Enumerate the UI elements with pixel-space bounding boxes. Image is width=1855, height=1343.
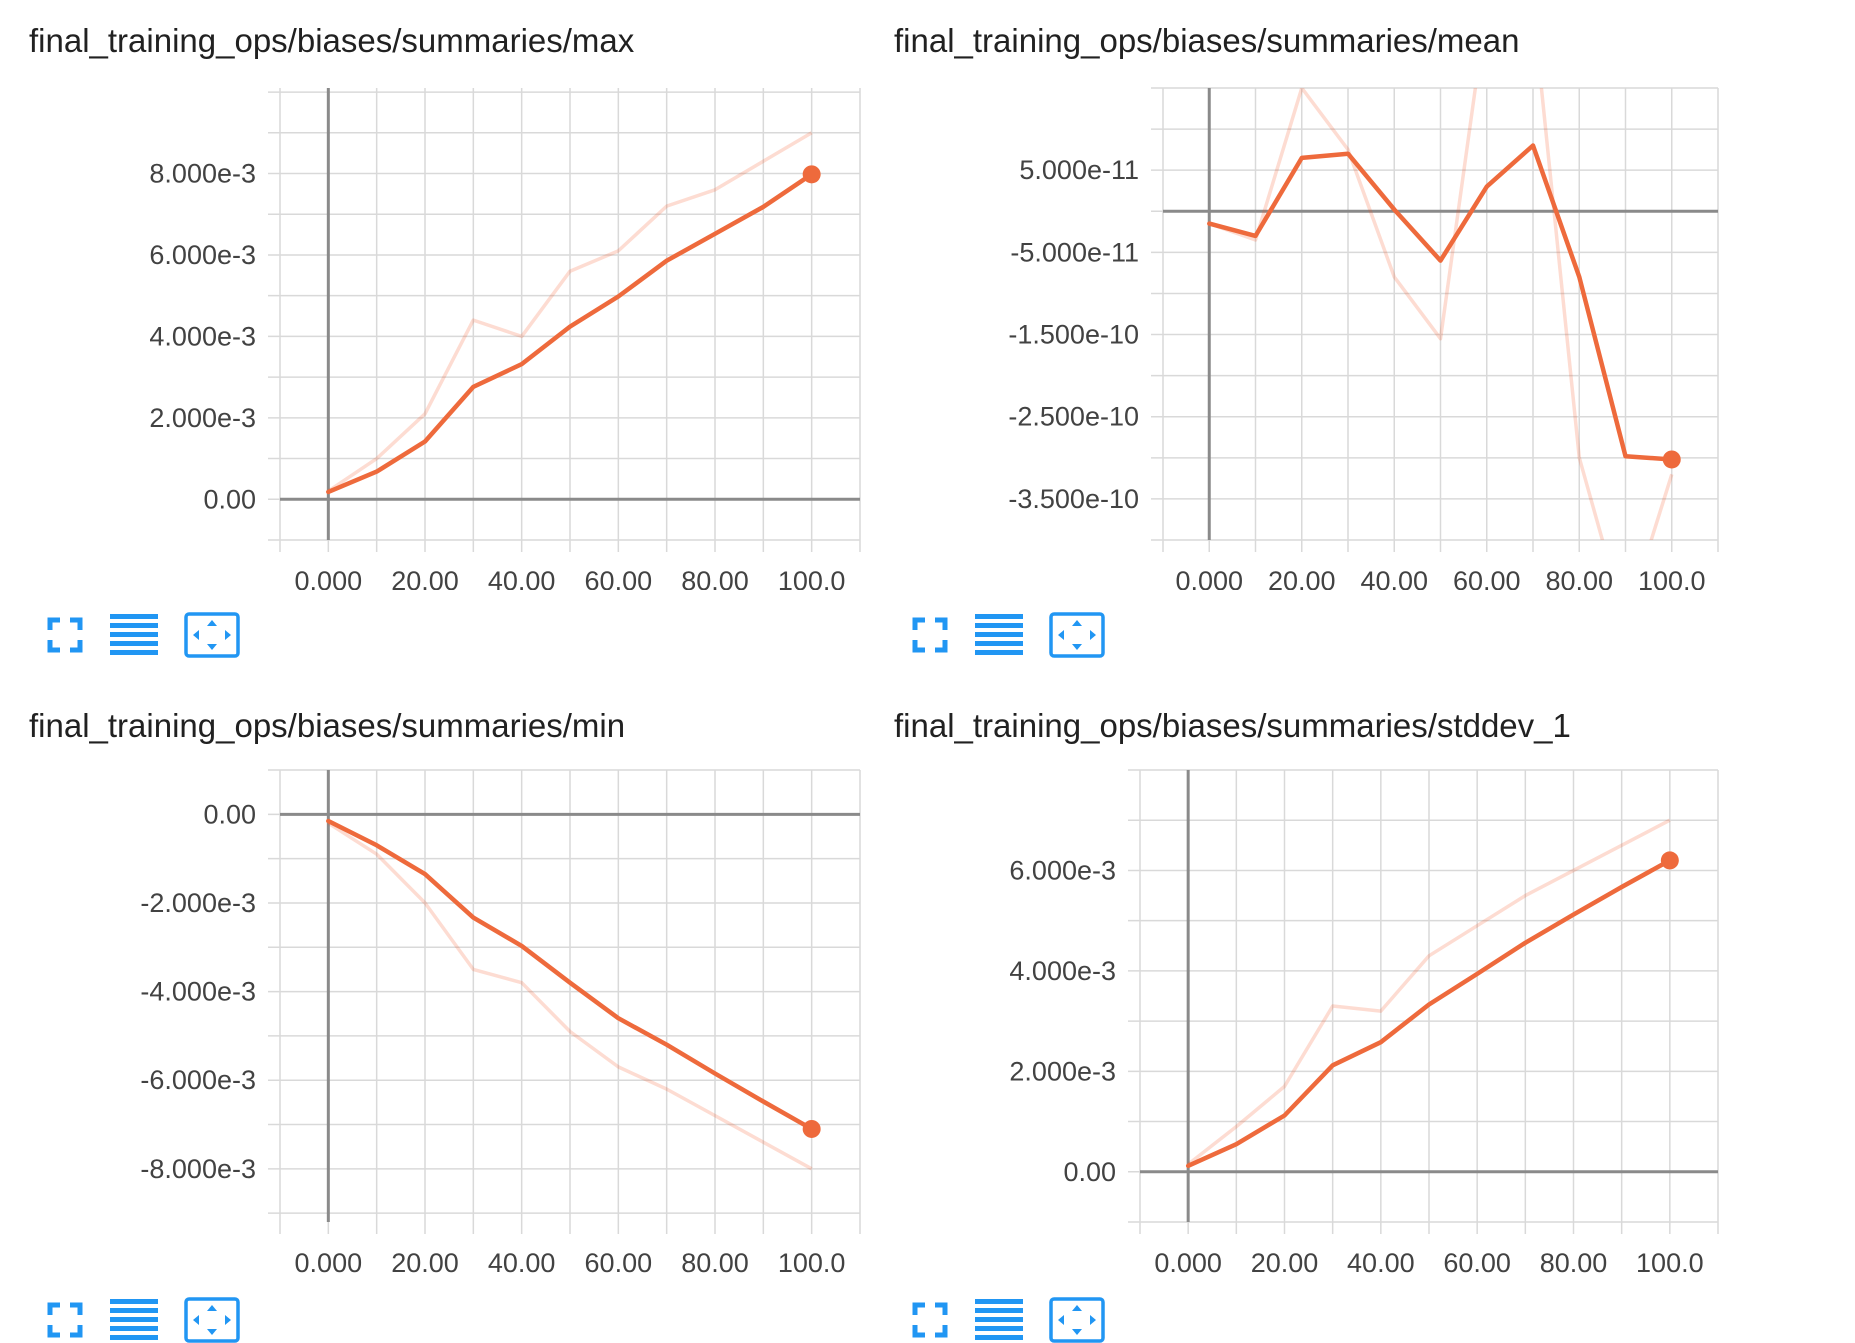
x-tick-label: 80.00 [1540,1248,1608,1275]
fit-domain-button[interactable] [184,612,240,658]
fullscreen-icon [911,1301,949,1339]
fit-domain-icon [1049,612,1105,658]
data-table-button[interactable] [975,614,1023,656]
fit-domain-icon [1049,1297,1105,1343]
x-tick-label: 60.00 [585,566,653,590]
fit-domain-icon [184,612,240,658]
chart-card-mean: final_training_ops/biases/summaries/mean… [865,0,1745,658]
last-data-point[interactable] [1660,851,1679,870]
fullscreen-icon [46,616,84,654]
smoothed-series-line [326,818,814,1132]
y-tick-label: 2.000e-3 [1009,1056,1116,1086]
x-tick-label: 80.00 [1545,566,1613,590]
x-tick-label: 60.00 [1443,1248,1511,1275]
x-tick-label: 60.00 [585,1248,653,1275]
chart-toolbar-min [46,1297,266,1343]
fullscreen-icon [46,1301,84,1339]
fit-domain-button[interactable] [184,1297,240,1343]
y-tick-label: -8.000e-3 [140,1154,256,1184]
fullscreen-button[interactable] [46,1301,84,1339]
chart-toolbar-mean [911,612,1131,658]
chart-card-stddev: final_training_ops/biases/summaries/stdd… [865,685,1745,1343]
chart-title-mean: final_training_ops/biases/summaries/mean [894,22,1520,59]
chart-toolbar-max [46,612,266,658]
y-tick-label: 0.00 [203,484,256,514]
fit-domain-button[interactable] [1049,1297,1105,1343]
fullscreen-icon [911,616,949,654]
x-tick-label: 20.00 [1251,1248,1319,1275]
x-tick-label: 20.00 [391,566,459,590]
fit-domain-button[interactable] [1049,612,1105,658]
raw-series-line [327,821,813,1171]
y-tick-label: -6.000e-3 [140,1065,256,1095]
fullscreen-button[interactable] [911,1301,949,1339]
x-tick-label: 40.00 [1360,566,1428,590]
x-tick-label: 40.00 [488,566,556,590]
smoothed-series-line [326,172,814,495]
fullscreen-button[interactable] [911,616,949,654]
y-tick-label: -1.500e-10 [1008,320,1139,350]
y-tick-label: 2.000e-3 [149,403,256,433]
x-tick-label: 40.00 [1347,1248,1415,1275]
fullscreen-button[interactable] [46,616,84,654]
last-data-point[interactable] [802,1119,821,1138]
y-tick-label: -4.000e-3 [140,977,256,1007]
last-data-point[interactable] [1662,450,1681,469]
x-tick-label: 100.0 [1636,1248,1704,1275]
y-tick-label: -5.000e-11 [1010,237,1139,267]
x-tick-label: 40.00 [488,1248,556,1275]
y-tick-label: 4.000e-3 [1009,956,1116,986]
x-tick-label: 0.000 [1154,1248,1222,1275]
y-tick-label: 4.000e-3 [149,321,256,351]
x-tick-label: 100.0 [778,1248,846,1275]
y-tick-label: 0.00 [1063,1157,1116,1187]
data-table-button[interactable] [110,614,158,656]
y-tick-label: -2.500e-10 [1008,402,1139,432]
x-tick-label: 0.000 [295,566,363,590]
chart-title-max: final_training_ops/biases/summaries/max [29,22,635,59]
x-tick-label: 80.00 [681,566,749,590]
chart-title-min: final_training_ops/biases/summaries/min [29,707,626,744]
raw-series-line [1187,818,1671,1166]
x-tick-label: 0.000 [1175,566,1243,590]
x-tick-label: 60.00 [1453,566,1521,590]
y-tick-label: -3.500e-10 [1008,484,1139,514]
chart-title-stddev: final_training_ops/biases/summaries/stdd… [894,707,1571,744]
raw-series-line [1208,88,1674,540]
smoothed-series-line [1207,143,1675,462]
chart-toolbar-stddev [911,1297,1131,1343]
y-tick-label: 6.000e-3 [149,240,256,270]
data-table-icon [110,614,158,656]
x-tick-label: 100.0 [1638,566,1706,590]
data-table-icon [975,614,1023,656]
chart-card-max: final_training_ops/biases/summaries/max … [0,0,880,658]
y-tick-label: 8.000e-3 [149,159,256,189]
x-tick-label: 20.00 [1268,566,1336,590]
fit-domain-icon [184,1297,240,1343]
chart-card-min: final_training_ops/biases/summaries/min … [0,685,880,1343]
x-tick-label: 80.00 [681,1248,749,1275]
chart-mean: 0.000 20.00 40.00 60.00 80.00 100.0 5.000e-11 -… [1008,87,1719,590]
y-tick-label: 0.00 [203,799,256,829]
y-tick-label: 6.000e-3 [1009,855,1116,885]
chart-stddev: 0.000 20.00 40.00 60.00 80.00 100.0 0.00 2.000e… [1009,769,1719,1275]
smoothed-series-line [1185,858,1673,1169]
raw-series-line [327,131,813,493]
chart-max: 0.000 20.00 40.00 60.00 80.00 100.0 0.00 2.000e… [149,88,861,590]
y-tick-label: -2.000e-3 [140,888,256,918]
chart-min: 0.000 20.00 40.00 60.00 80.00 100.0 0.00 -2.000… [140,769,861,1275]
x-tick-label: 0.000 [295,1248,363,1275]
x-tick-label: 20.00 [391,1248,459,1275]
last-data-point[interactable] [802,165,821,184]
x-tick-label: 100.0 [778,566,846,590]
y-tick-label: 5.000e-11 [1019,155,1139,185]
